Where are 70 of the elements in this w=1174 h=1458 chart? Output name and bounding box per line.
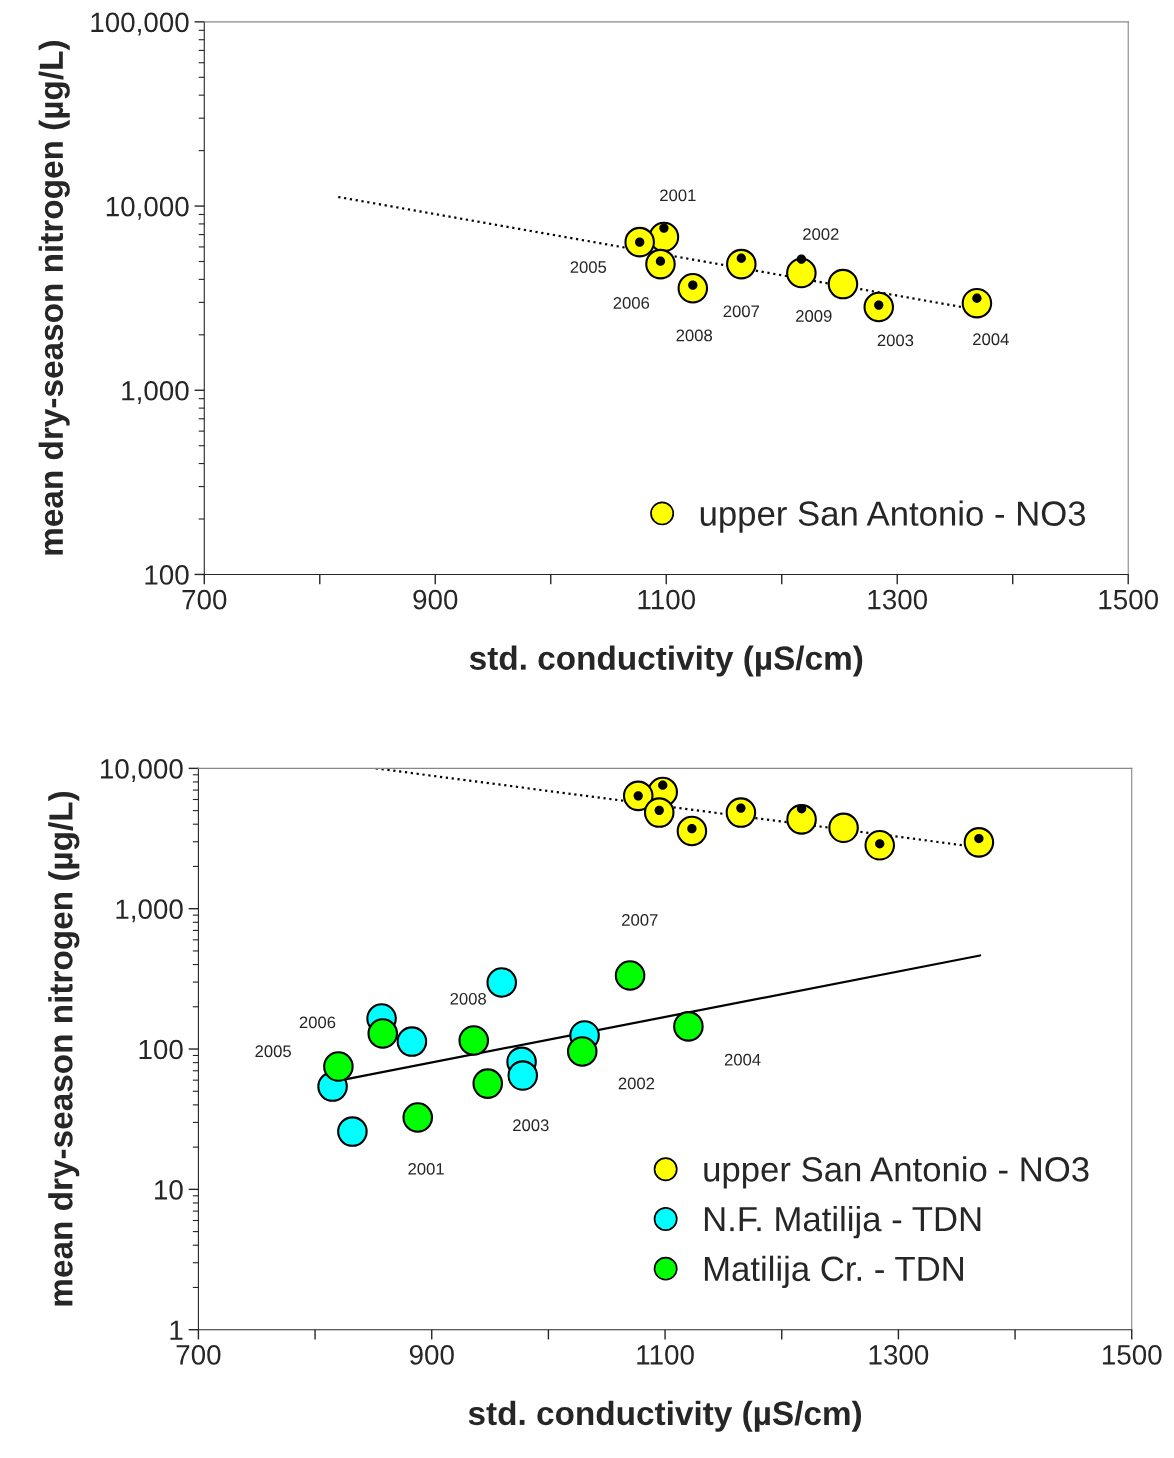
point: [337, 1116, 368, 1147]
point: [507, 1060, 539, 1091]
x-tick-label: 1500: [1102, 1345, 1162, 1365]
point: [796, 804, 807, 814]
x-tick-label: 700: [176, 1345, 221, 1365]
y-tick-label: 10,000: [100, 759, 183, 782]
point: [972, 293, 982, 303]
y-tick-label: 10: [155, 1180, 183, 1200]
point: [796, 254, 807, 264]
annotation: 2005: [570, 261, 607, 273]
point: [827, 268, 859, 300]
point: [472, 1068, 504, 1099]
x-axis-title: std. conductivity (µS/cm): [468, 1400, 862, 1432]
x-tick-label: 900: [409, 1345, 454, 1365]
annotation: 2004: [973, 333, 1009, 346]
point: [659, 223, 669, 233]
x-tick-label: 1100: [637, 1345, 694, 1365]
y-axis-title: mean dry-season nitrogen (µg/L): [48, 791, 80, 1306]
y-tick-label: 10,000: [106, 196, 189, 220]
annotation: 2002: [803, 228, 839, 240]
point: [828, 812, 859, 844]
annotation: 2008: [450, 992, 486, 1005]
annotation: 2001: [660, 189, 696, 202]
y-tick-label: 1,000: [122, 380, 189, 404]
x-tick-label: 1300: [868, 589, 928, 610]
point: [367, 1018, 399, 1049]
y-tick-label: 1,000: [116, 899, 183, 923]
point: [673, 1011, 704, 1042]
annotation: 2002: [618, 1077, 655, 1090]
annotation: 2003: [513, 1119, 549, 1132]
annotation: 2007: [723, 305, 760, 318]
legend-label: Matilija Cr. - TDN: [704, 1255, 963, 1289]
point: [396, 1026, 428, 1057]
point: [323, 1051, 354, 1082]
point: [402, 1102, 434, 1133]
annotation: 2006: [613, 297, 650, 309]
y-tick-label: 100: [139, 1039, 183, 1060]
x-tick-label: 900: [413, 589, 458, 610]
annotation: 2003: [877, 334, 914, 347]
legend-label: upper San Antonio - NO3: [700, 500, 1086, 533]
x-tick-label: 1100: [638, 589, 696, 610]
point: [963, 827, 995, 858]
point: [624, 226, 655, 258]
x-tick-label: 700: [182, 589, 227, 610]
legend-label: N.F. Matilija - TDN: [704, 1205, 981, 1239]
y-tick-label: 1: [170, 1320, 183, 1340]
y-tick-label: 100: [145, 565, 189, 585]
y-axis-title: mean dry-season nitrogen (µg/L): [38, 41, 70, 555]
annotation: 2001: [408, 1162, 444, 1175]
annotation: 2004: [724, 1053, 761, 1066]
point: [786, 257, 817, 289]
x-tick-label: 1300: [869, 1345, 929, 1365]
annotation: 2007: [622, 914, 658, 926]
annotation: 2006: [299, 1016, 336, 1029]
point: [486, 967, 518, 998]
point: [736, 253, 746, 263]
legend-label: upper San Antonio - NO3: [704, 1156, 1089, 1189]
point: [725, 797, 757, 828]
point: [645, 248, 676, 280]
annotation: 2005: [255, 1045, 291, 1058]
x-tick-label: 1500: [1099, 589, 1159, 610]
y-tick-label: 100,000: [91, 12, 189, 36]
x-axis-title: std. conductivity (µS/cm): [469, 645, 863, 677]
point: [566, 1036, 598, 1067]
point: [786, 804, 817, 835]
point: [614, 960, 646, 991]
annotation: 2009: [796, 310, 832, 322]
point: [458, 1025, 490, 1056]
annotation: 2008: [676, 329, 713, 342]
point: [643, 797, 675, 828]
